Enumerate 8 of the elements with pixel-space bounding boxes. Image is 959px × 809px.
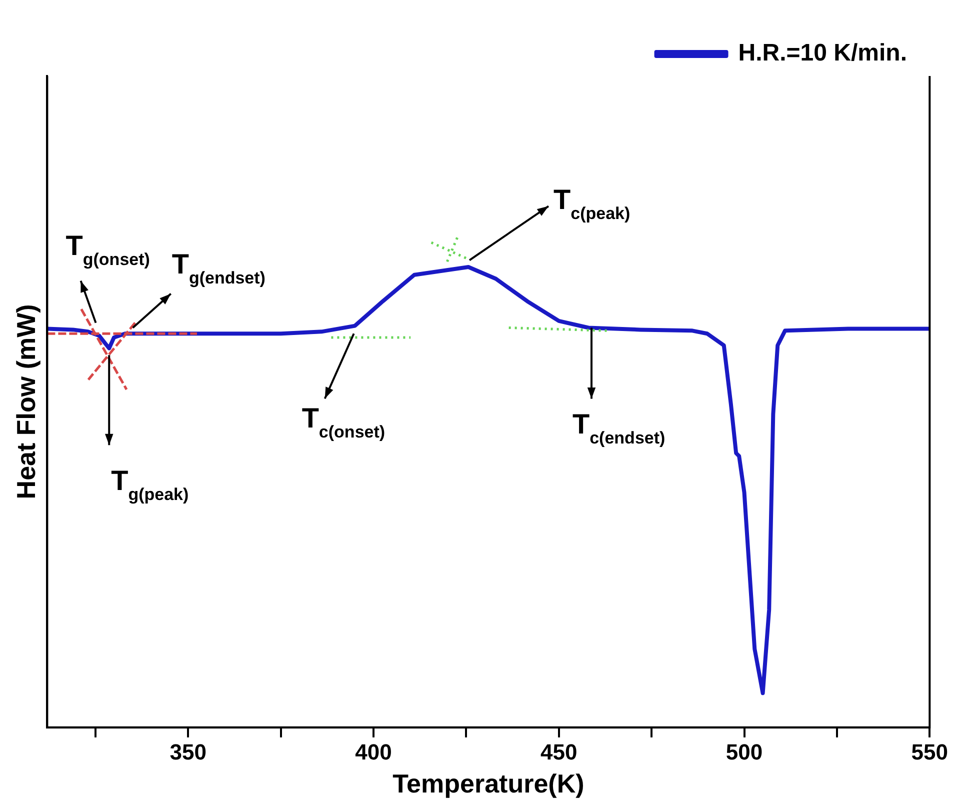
y-axis-title: Heat Flow (mW) — [10, 304, 41, 500]
legend-label: H.R.=10 K/min. — [738, 40, 908, 67]
x-tick-label: 350 — [170, 740, 206, 765]
x-tick-label: 550 — [911, 740, 948, 765]
x-tick-label: 450 — [540, 740, 578, 765]
x-tick-label: 400 — [355, 740, 392, 765]
x-axis-title: Temperature(K) — [392, 768, 584, 799]
x-tick-label: 500 — [726, 740, 763, 765]
